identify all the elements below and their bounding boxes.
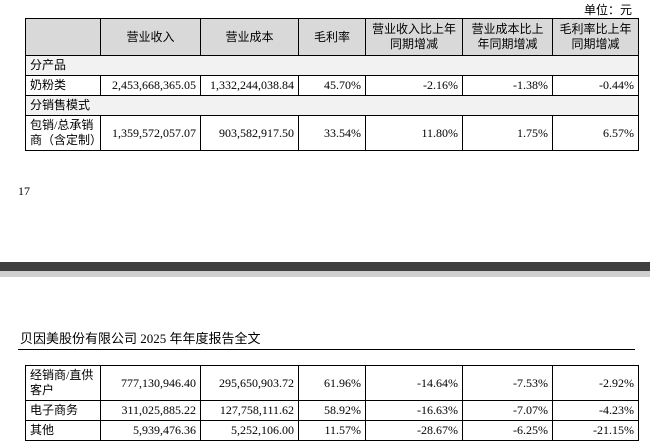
data-row: 奶粉类 2,453,668,365.05 1,332,244,038.84 45.70… xyxy=(25,75,639,96)
cell: 电子商务 xyxy=(25,400,101,421)
cell: 其他 xyxy=(25,420,101,441)
cell: -14.64% xyxy=(365,365,463,401)
section-row: 分销售模式 xyxy=(25,95,639,116)
cell: 11.80% xyxy=(365,115,463,151)
section-cell: 分产品 xyxy=(25,55,639,76)
cell: -6.25% xyxy=(462,420,553,441)
cell: -0.44% xyxy=(552,75,639,96)
cell: 5,939,476.36 xyxy=(100,420,201,441)
cell: 1,359,572,057.07 xyxy=(100,115,201,151)
report-title: 贝因美股份有限公司 2025 年年度报告全文 xyxy=(20,331,261,346)
data-row: 经销商/直供客户 777,130,946.40 295,650,903.72 61.9… xyxy=(25,365,639,401)
cell: 6.57% xyxy=(552,115,639,151)
cell: -1.38% xyxy=(462,75,553,96)
cell: 11.57% xyxy=(298,420,366,441)
cell: 58.92% xyxy=(298,400,366,421)
cell: -28.67% xyxy=(365,420,463,441)
cell: 33.54% xyxy=(298,115,366,151)
cell: 2,453,668,365.05 xyxy=(100,75,201,96)
unit: 单位：元 xyxy=(583,3,632,17)
header-cell xyxy=(25,18,101,56)
cell: -21.15% xyxy=(552,420,639,441)
cell: 奶粉类 xyxy=(25,75,101,96)
cell: 1,332,244,038.84 xyxy=(200,75,299,96)
header-row: 营业收入 营业成本 毛利率 营业收入比上年同期增减 营业成本比上年同期增减 毛利率比上年同… xyxy=(25,18,639,56)
cell: 经销商/直供客户 xyxy=(25,365,101,401)
cell: 45.70% xyxy=(298,75,366,96)
cell: 777,130,946.40 xyxy=(100,365,201,401)
section-row: 分产品 xyxy=(25,55,639,76)
cell: 311,025,885.22 xyxy=(100,400,201,421)
header-cell: 毛利率比上年同期增减 xyxy=(552,18,639,56)
cell: 1.75% xyxy=(462,115,553,151)
data-row: 包销/总承销商（含定制） 1,359,572,057.07 903,582,917.… xyxy=(25,115,639,151)
cell: -2.92% xyxy=(552,365,639,401)
cell: 903,582,917.50 xyxy=(200,115,299,151)
cell: -2.16% xyxy=(365,75,463,96)
cell: 295,650,903.72 xyxy=(200,365,299,401)
section-cell: 分销售模式 xyxy=(25,95,639,116)
cell: -4.23% xyxy=(552,400,639,421)
page-break-shade xyxy=(0,271,650,277)
table-channel: 经销商/直供客户 777,130,946.40 295,650,903.72 61.9… xyxy=(25,365,639,441)
cell: 包销/总承销商（含定制） xyxy=(25,115,102,151)
header-cell: 营业成本 xyxy=(200,18,299,56)
cell: 61.96% xyxy=(298,365,366,401)
header-cell: 营业成本比上年同期增减 xyxy=(462,18,553,56)
page-number: 17 xyxy=(18,184,30,198)
cell: 127,758,111.62 xyxy=(200,400,299,421)
title-rule xyxy=(18,349,635,350)
page-break xyxy=(0,262,650,271)
data-row: 电子商务 311,025,885.22 127,758,111.62 58.92% -1… xyxy=(25,400,639,421)
table-product: 营业收入 营业成本 毛利率 营业收入比上年同期增减 营业成本比上年同期增减 毛利率比上年同… xyxy=(25,18,639,151)
cell: -16.63% xyxy=(365,400,463,421)
data-row: 其他 5,939,476.36 5,252,106.00 11.57% -28.67% -… xyxy=(25,420,639,441)
header-cell: 营业收入比上年同期增减 xyxy=(365,18,463,56)
header-cell: 毛利率 xyxy=(298,18,366,56)
cell: 5,252,106.00 xyxy=(200,420,299,441)
cell: -7.07% xyxy=(462,400,553,421)
header-cell: 营业收入 xyxy=(100,18,201,56)
cell: -7.53% xyxy=(462,365,553,401)
